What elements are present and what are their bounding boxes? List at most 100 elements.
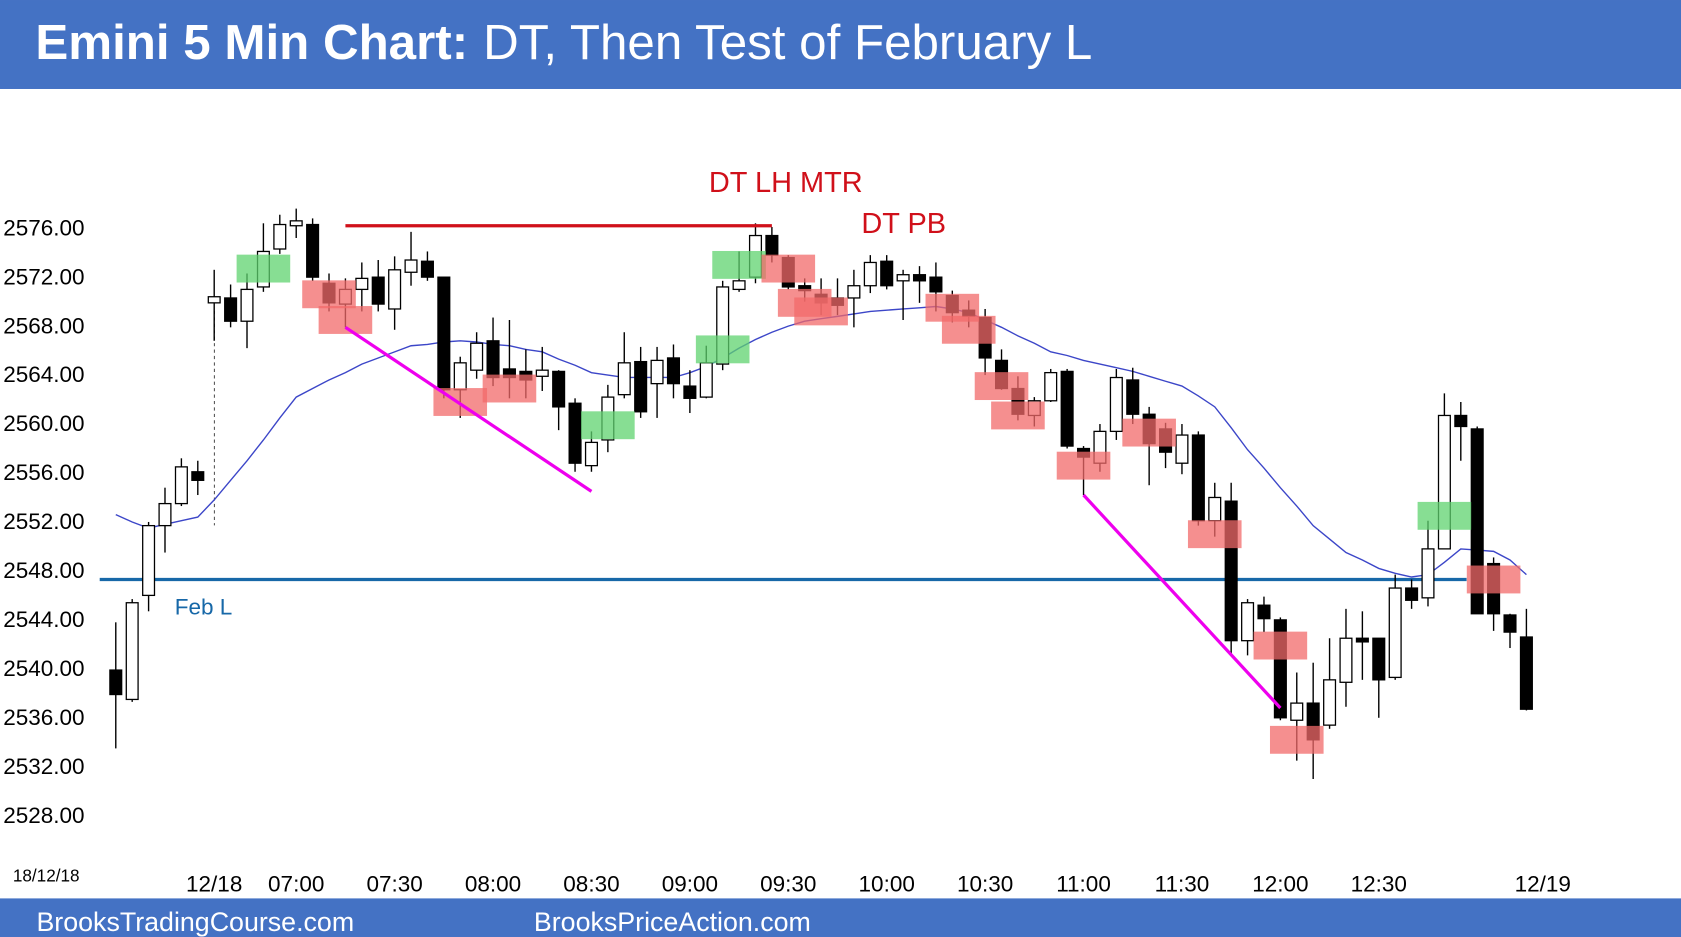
- candle-body: [191, 471, 205, 481]
- x-tick-label: 08:30: [563, 871, 619, 896]
- candle-body: [158, 502, 172, 527]
- candle-body: [437, 276, 451, 391]
- highlight-box: [794, 297, 848, 326]
- candle-body: [1437, 414, 1451, 550]
- candle-body: [1388, 587, 1402, 679]
- candle-body: [109, 669, 123, 696]
- candle-body: [1241, 602, 1255, 642]
- candle-body: [1339, 637, 1353, 683]
- candle-body: [306, 223, 320, 278]
- y-tick-label: 2552.00: [3, 509, 84, 534]
- candle-body: [552, 370, 566, 408]
- candle-body: [1421, 548, 1435, 599]
- candle-body: [1208, 496, 1222, 522]
- y-tick-label: 2532.00: [3, 754, 84, 779]
- highlight-box: [318, 306, 373, 334]
- highlight-box: [761, 254, 816, 283]
- candle-body: [634, 360, 648, 413]
- candle-body: [388, 269, 402, 310]
- candle-body: [1044, 371, 1058, 402]
- x-tick-label: 07:30: [366, 871, 422, 896]
- candle-body: [1372, 637, 1386, 681]
- x-tick-label: 12:00: [1252, 871, 1308, 896]
- candle-body: [453, 362, 467, 391]
- x-tick-label: 07:00: [268, 871, 324, 896]
- candle-body: [404, 259, 418, 273]
- candle-body: [1257, 604, 1271, 620]
- candle-body: [1060, 370, 1074, 447]
- footer-text: BrooksPriceAction.com: [534, 907, 811, 937]
- highlight-box: [1466, 565, 1521, 594]
- candle-body: [1273, 619, 1287, 719]
- highlight-box: [1269, 725, 1324, 754]
- candle-body: [224, 297, 238, 322]
- x-tick-label: 11:30: [1155, 871, 1210, 896]
- highlight-box: [712, 250, 766, 279]
- candle-body: [683, 385, 697, 399]
- candle-body: [355, 277, 369, 291]
- candle-body: [732, 280, 746, 291]
- x-tick-label: 11:00: [1056, 871, 1111, 896]
- highlight-box: [1417, 501, 1472, 530]
- candle-body: [142, 524, 156, 597]
- candle-body: [765, 234, 779, 256]
- candle-body: [535, 369, 549, 377]
- x-tick-label: 12/19: [1515, 871, 1571, 896]
- footer-bar: [0, 898, 1681, 937]
- highlight-box: [974, 372, 1029, 401]
- y-tick-label: 2548.00: [3, 558, 84, 583]
- title-rest: DT, Then Test of February L: [483, 15, 1092, 70]
- candle-body: [912, 274, 927, 282]
- candle-body: [1224, 500, 1238, 642]
- date-stamp: 18/12/18: [13, 865, 80, 885]
- candle-body: [847, 285, 861, 299]
- chart-title: Emini 5 Min Chart: DT, Then Test of Febru…: [35, 15, 1092, 70]
- candle-body: [1126, 379, 1140, 415]
- candle-body: [289, 220, 303, 227]
- candle-body: [699, 362, 713, 398]
- highlight-box: [581, 411, 635, 440]
- candle-body: [1323, 679, 1337, 726]
- candle-body: [1191, 434, 1205, 522]
- highlight-box: [991, 401, 1045, 430]
- candle-body: [1355, 637, 1369, 643]
- candle-body: [568, 402, 582, 464]
- highlight-box: [1187, 520, 1242, 549]
- level-label: Feb L: [175, 594, 233, 619]
- candle-body: [125, 602, 139, 701]
- annotation: DT LH MTR: [709, 167, 863, 199]
- candle-body: [650, 359, 664, 385]
- candle-body: [1470, 428, 1484, 615]
- candle-body: [863, 261, 877, 287]
- candle-body: [896, 274, 910, 282]
- candle-body: [470, 342, 484, 371]
- candle-body: [240, 288, 254, 322]
- candle-body: [1109, 376, 1123, 433]
- candle-body: [584, 441, 598, 467]
- highlight-box: [236, 254, 291, 283]
- highlight-box: [941, 315, 996, 344]
- candle-body: [486, 340, 500, 379]
- candle-body: [207, 296, 221, 304]
- candle-body: [617, 362, 631, 396]
- annotation-line: [344, 325, 593, 493]
- annotation-line: [1082, 493, 1282, 710]
- x-tick-label: 10:30: [957, 871, 1013, 896]
- candle-body: [1454, 414, 1468, 428]
- candle-body: [1290, 702, 1304, 721]
- y-tick-label: 2540.00: [3, 656, 84, 681]
- x-tick-label: 08:00: [465, 871, 521, 896]
- x-tick-label: 09:00: [662, 871, 718, 896]
- candle-body: [666, 357, 681, 385]
- x-tick-label: 12:30: [1351, 871, 1407, 896]
- highlight-box: [1122, 418, 1176, 447]
- highlight-box: [1056, 451, 1111, 480]
- highlight-box: [302, 280, 356, 309]
- annotation: DT PB: [861, 208, 946, 240]
- x-tick-label: 09:30: [760, 871, 816, 896]
- y-tick-label: 2564.00: [3, 362, 84, 387]
- highlight-box: [482, 374, 537, 403]
